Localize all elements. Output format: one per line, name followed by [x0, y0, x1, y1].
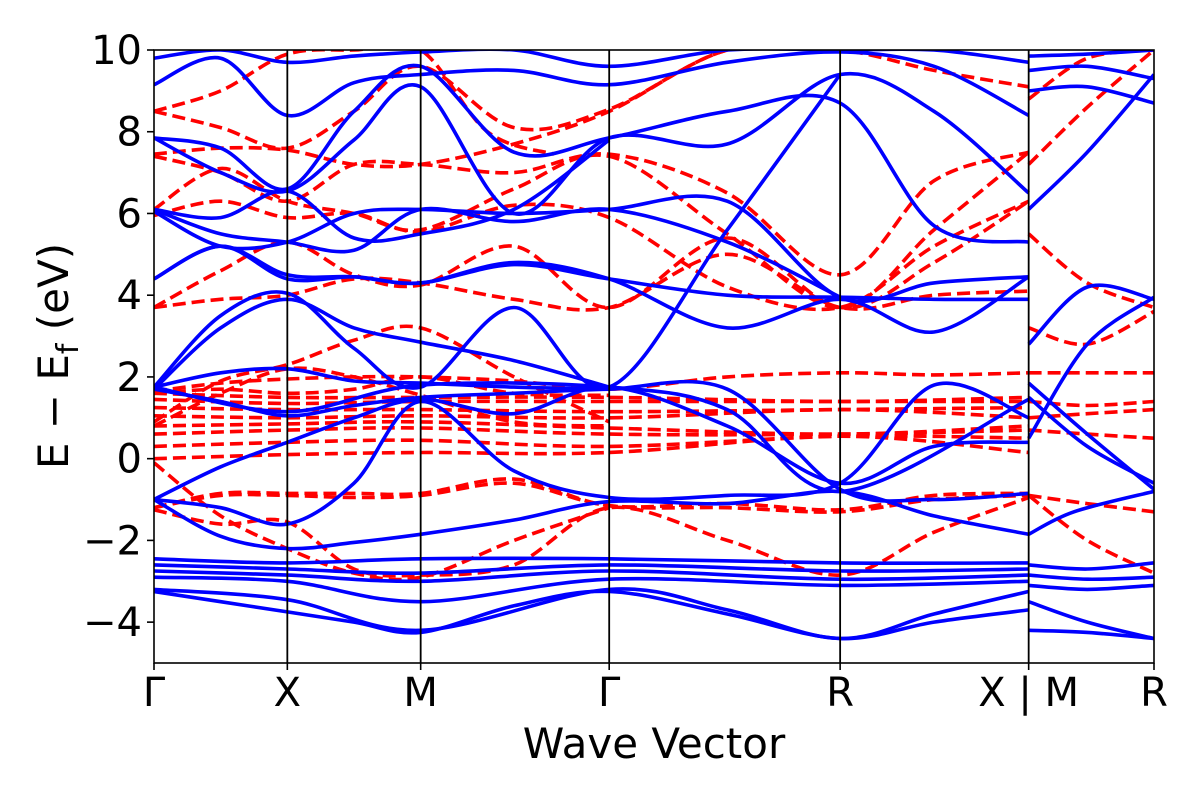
bands-layer — [154, 50, 1154, 641]
band-solid-22 — [1027, 489, 1154, 536]
y-tick-label-2: 0 — [117, 437, 142, 483]
band-dashed-51 — [154, 366, 610, 428]
band-dashed-62 — [154, 150, 1030, 310]
y-tick-label-3: 2 — [117, 355, 142, 401]
y-tick-label-5: 6 — [117, 191, 142, 237]
band-dashed-68 — [1027, 232, 1154, 310]
band-dashed-52 — [154, 324, 610, 424]
band-solid-8 — [1028, 561, 1154, 571]
x-tick-label-4: R — [826, 670, 854, 716]
band-solid-6 — [1028, 583, 1154, 592]
band-solid-24 — [154, 244, 1029, 302]
band-solid-34 — [1028, 84, 1154, 105]
band-dashed-69 — [1027, 50, 1154, 166]
band-solid-26 — [154, 206, 841, 299]
band-dashed-39 — [154, 495, 1030, 578]
y-tick-label-4: 4 — [117, 273, 142, 319]
band-solid-14 — [154, 379, 1029, 503]
x-tick-label-5: X | M — [978, 670, 1079, 716]
band-solid-20 — [1027, 396, 1154, 485]
band-solid-7 — [1028, 573, 1154, 582]
band-dashed-55 — [1028, 399, 1154, 408]
band-solid-31 — [154, 50, 1030, 118]
band-dashed-38 — [154, 477, 1029, 512]
band-solid-32 — [154, 50, 1029, 69]
y-axis-label-unit: (eV) — [29, 243, 78, 344]
y-tick-label-0: −4 — [83, 600, 142, 646]
x-axis-ticks: Γ X M Γ R X | M R — [143, 663, 1168, 716]
high-symmetry-lines — [286, 50, 1030, 663]
band-solid-11 — [154, 489, 1030, 551]
band-solid-1 — [154, 587, 1030, 641]
x-tick-label-2: M — [403, 670, 438, 716]
band-solid-33 — [1027, 73, 1154, 211]
band-dashed-63 — [154, 150, 1030, 277]
y-tick-label-1: −2 — [83, 518, 142, 564]
x-tick-label-0: Γ — [143, 670, 166, 716]
band-dashed-50 — [154, 370, 1029, 393]
band-solid-35 — [1028, 64, 1154, 81]
band-solid-5 — [154, 556, 1029, 566]
band-solid-25 — [154, 244, 1030, 334]
x-tick-label-6: R — [1140, 670, 1168, 716]
x-tick-label-1: X — [274, 670, 301, 716]
y-axis-label-main: E − E — [29, 354, 78, 469]
x-axis-label: Wave Vector — [523, 719, 786, 768]
band-dashed-57 — [1028, 493, 1154, 514]
band-solid-10 — [1028, 600, 1154, 641]
y-axis-label: E − Ef (eV) — [29, 243, 86, 469]
band-solid-36 — [1028, 50, 1154, 58]
band-solid-18 — [154, 73, 842, 391]
band-solid-27 — [154, 194, 1029, 304]
band-solid-23 — [1027, 283, 1154, 346]
band-solid-17 — [154, 297, 610, 391]
y-axis-ticks: −4 −2 0 2 4 6 8 10 — [83, 28, 154, 646]
band-dashed-65 — [154, 50, 841, 151]
x-tick-label-3: Γ — [598, 670, 621, 716]
band-solid-9 — [1028, 628, 1154, 641]
band-solid-12 — [154, 385, 1029, 502]
band-solid-21 — [1027, 295, 1154, 440]
band-solid-30 — [154, 63, 1030, 244]
band-solid-16 — [154, 366, 610, 391]
band-dashed-59 — [154, 252, 1029, 312]
y-axis-label-subscript: f — [51, 342, 86, 354]
band-solid-28 — [154, 138, 611, 243]
plot-frame — [153, 49, 1155, 664]
y-tick-label-7: 10 — [91, 28, 142, 74]
band-dashed-54 — [1028, 407, 1154, 420]
band-dashed-40 — [154, 461, 610, 582]
band-dashed-37 — [154, 481, 1029, 514]
y-tick-label-6: 8 — [117, 110, 142, 156]
